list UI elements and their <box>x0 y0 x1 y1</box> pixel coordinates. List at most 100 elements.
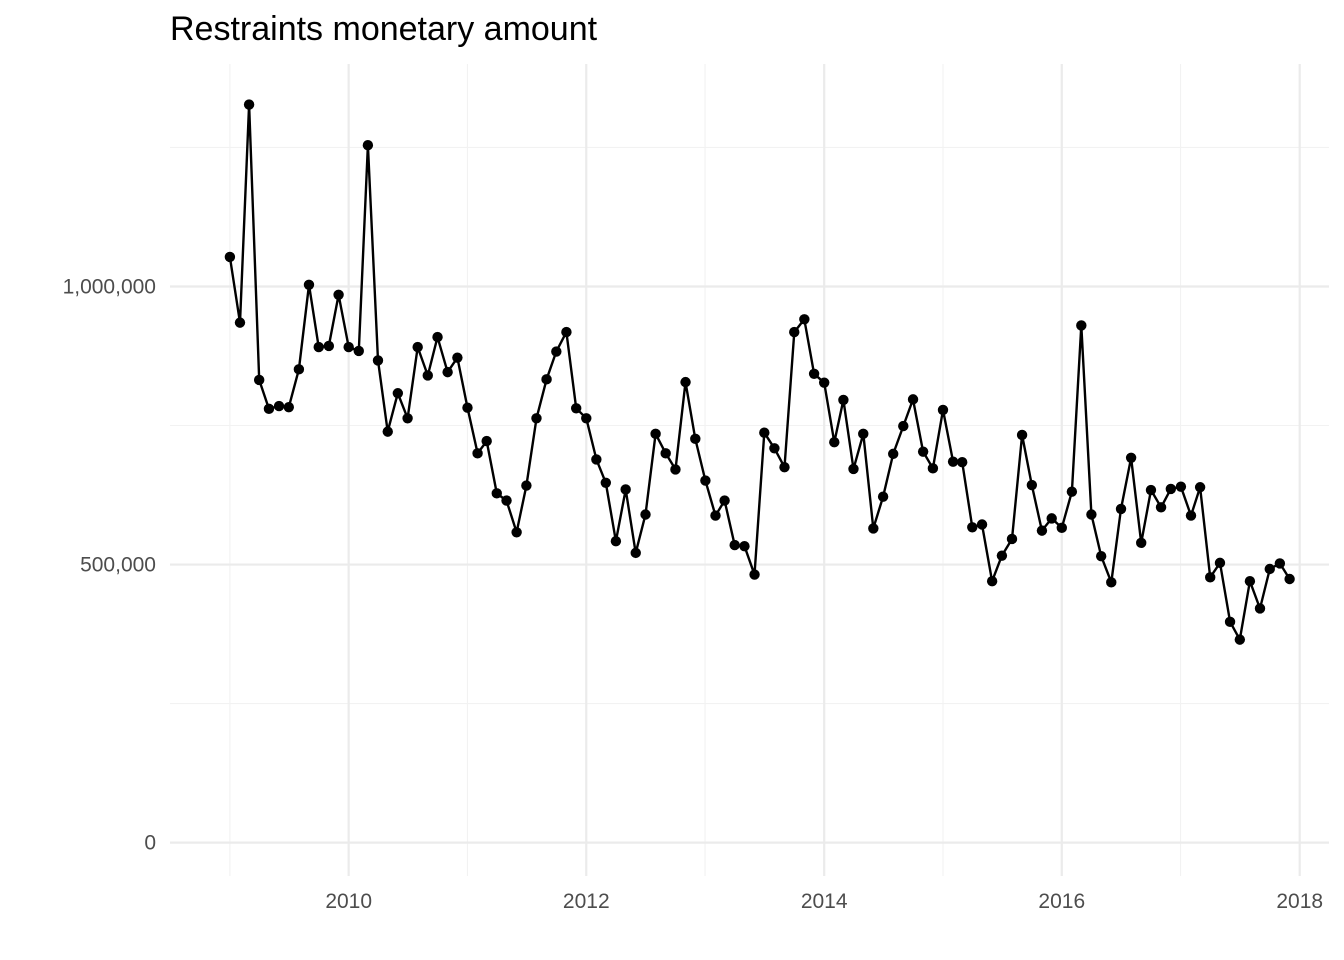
data-point <box>570 403 582 414</box>
data-point <box>551 346 562 357</box>
data-point <box>362 140 374 151</box>
data-point <box>1066 486 1078 497</box>
data-point <box>491 488 502 499</box>
data-point <box>343 341 354 353</box>
data-point <box>898 420 909 432</box>
data-point <box>1046 513 1057 524</box>
data-point <box>610 535 622 547</box>
y-tick-label: 0 <box>144 832 156 855</box>
data-point <box>710 510 721 521</box>
x-tick-label: 2012 <box>563 890 610 913</box>
x-tick-label: 2018 <box>1276 890 1323 913</box>
major-gridlines <box>170 64 1329 876</box>
y-tick-label: 1,000,000 <box>63 275 156 298</box>
data-point <box>956 457 968 468</box>
y-tick-label: 500,000 <box>80 554 156 577</box>
data-point <box>531 413 542 424</box>
data-point <box>1175 481 1187 492</box>
y-axis-tick-labels: 0 500,000 1,000,000 <box>63 275 156 854</box>
data-point <box>670 464 681 475</box>
data-point <box>1086 509 1097 520</box>
data-point <box>729 539 740 551</box>
data-point <box>1214 557 1226 569</box>
data-point <box>303 279 315 290</box>
data-point <box>591 454 602 465</box>
data-point <box>877 491 889 502</box>
data-point <box>561 326 572 338</box>
data-point <box>481 435 492 447</box>
chart-title: Restraints monetary amount <box>170 10 598 48</box>
data-point <box>422 370 433 381</box>
data-point <box>779 462 790 473</box>
data-point <box>1155 502 1167 513</box>
data-point <box>541 374 552 385</box>
data-point <box>581 413 592 424</box>
data-point <box>224 251 236 263</box>
data-point <box>1165 483 1177 495</box>
data-point <box>1115 503 1127 515</box>
data-point <box>1244 576 1256 587</box>
data-point <box>868 523 879 534</box>
data-point <box>402 413 413 424</box>
data-point <box>501 495 512 506</box>
data-point <box>848 463 859 475</box>
data-point <box>1036 525 1048 536</box>
data-point <box>700 475 711 486</box>
data-point <box>887 448 899 460</box>
data-point <box>1056 522 1067 534</box>
x-tick-label: 2014 <box>801 890 848 913</box>
data-point <box>986 576 998 587</box>
data-point <box>1194 482 1206 493</box>
data-point <box>789 326 800 338</box>
x-tick-label: 2016 <box>1038 890 1085 913</box>
data-point <box>432 331 443 343</box>
data-point <box>680 376 691 388</box>
data-point <box>927 463 939 474</box>
data-point <box>472 448 483 459</box>
x-tick-label: 2010 <box>325 890 372 913</box>
data-point <box>838 394 849 406</box>
data-point <box>1284 573 1295 585</box>
data-point <box>313 341 324 353</box>
data-point <box>808 368 820 379</box>
data-point <box>1076 320 1087 331</box>
data-point <box>462 402 473 413</box>
data-point <box>293 364 305 375</box>
data-point <box>1254 603 1266 614</box>
data-point <box>372 355 384 366</box>
data-point <box>1185 510 1197 521</box>
data-point <box>1264 563 1275 575</box>
data-point <box>630 547 641 559</box>
data-point <box>907 394 919 405</box>
data-point <box>273 400 285 412</box>
data-point <box>690 433 701 445</box>
data-point <box>412 341 423 353</box>
data-point <box>521 480 532 491</box>
data-point <box>1274 558 1286 569</box>
data-point <box>1205 572 1216 583</box>
data-point <box>234 317 246 328</box>
data-point <box>947 456 959 467</box>
data-point <box>323 340 335 352</box>
data-point <box>799 314 810 325</box>
data-point <box>1145 484 1157 496</box>
data-point <box>719 495 730 506</box>
x-axis-tick-labels: 2010 2012 2014 2016 2018 <box>325 890 1323 913</box>
data-point <box>253 374 265 386</box>
data-point <box>1016 429 1028 441</box>
data-point <box>967 522 978 533</box>
minor-gridlines <box>170 64 1329 876</box>
data-point <box>1106 577 1117 588</box>
data-point <box>818 377 830 388</box>
data-point <box>759 427 770 438</box>
data-point <box>511 527 522 538</box>
data-point <box>620 484 631 495</box>
data-point <box>243 99 255 110</box>
data-point <box>858 428 869 440</box>
data-point <box>1006 533 1018 545</box>
data-point <box>382 426 393 437</box>
data-point <box>829 436 840 448</box>
data-point <box>660 448 671 459</box>
data-point <box>769 443 780 454</box>
data-point <box>749 569 760 580</box>
